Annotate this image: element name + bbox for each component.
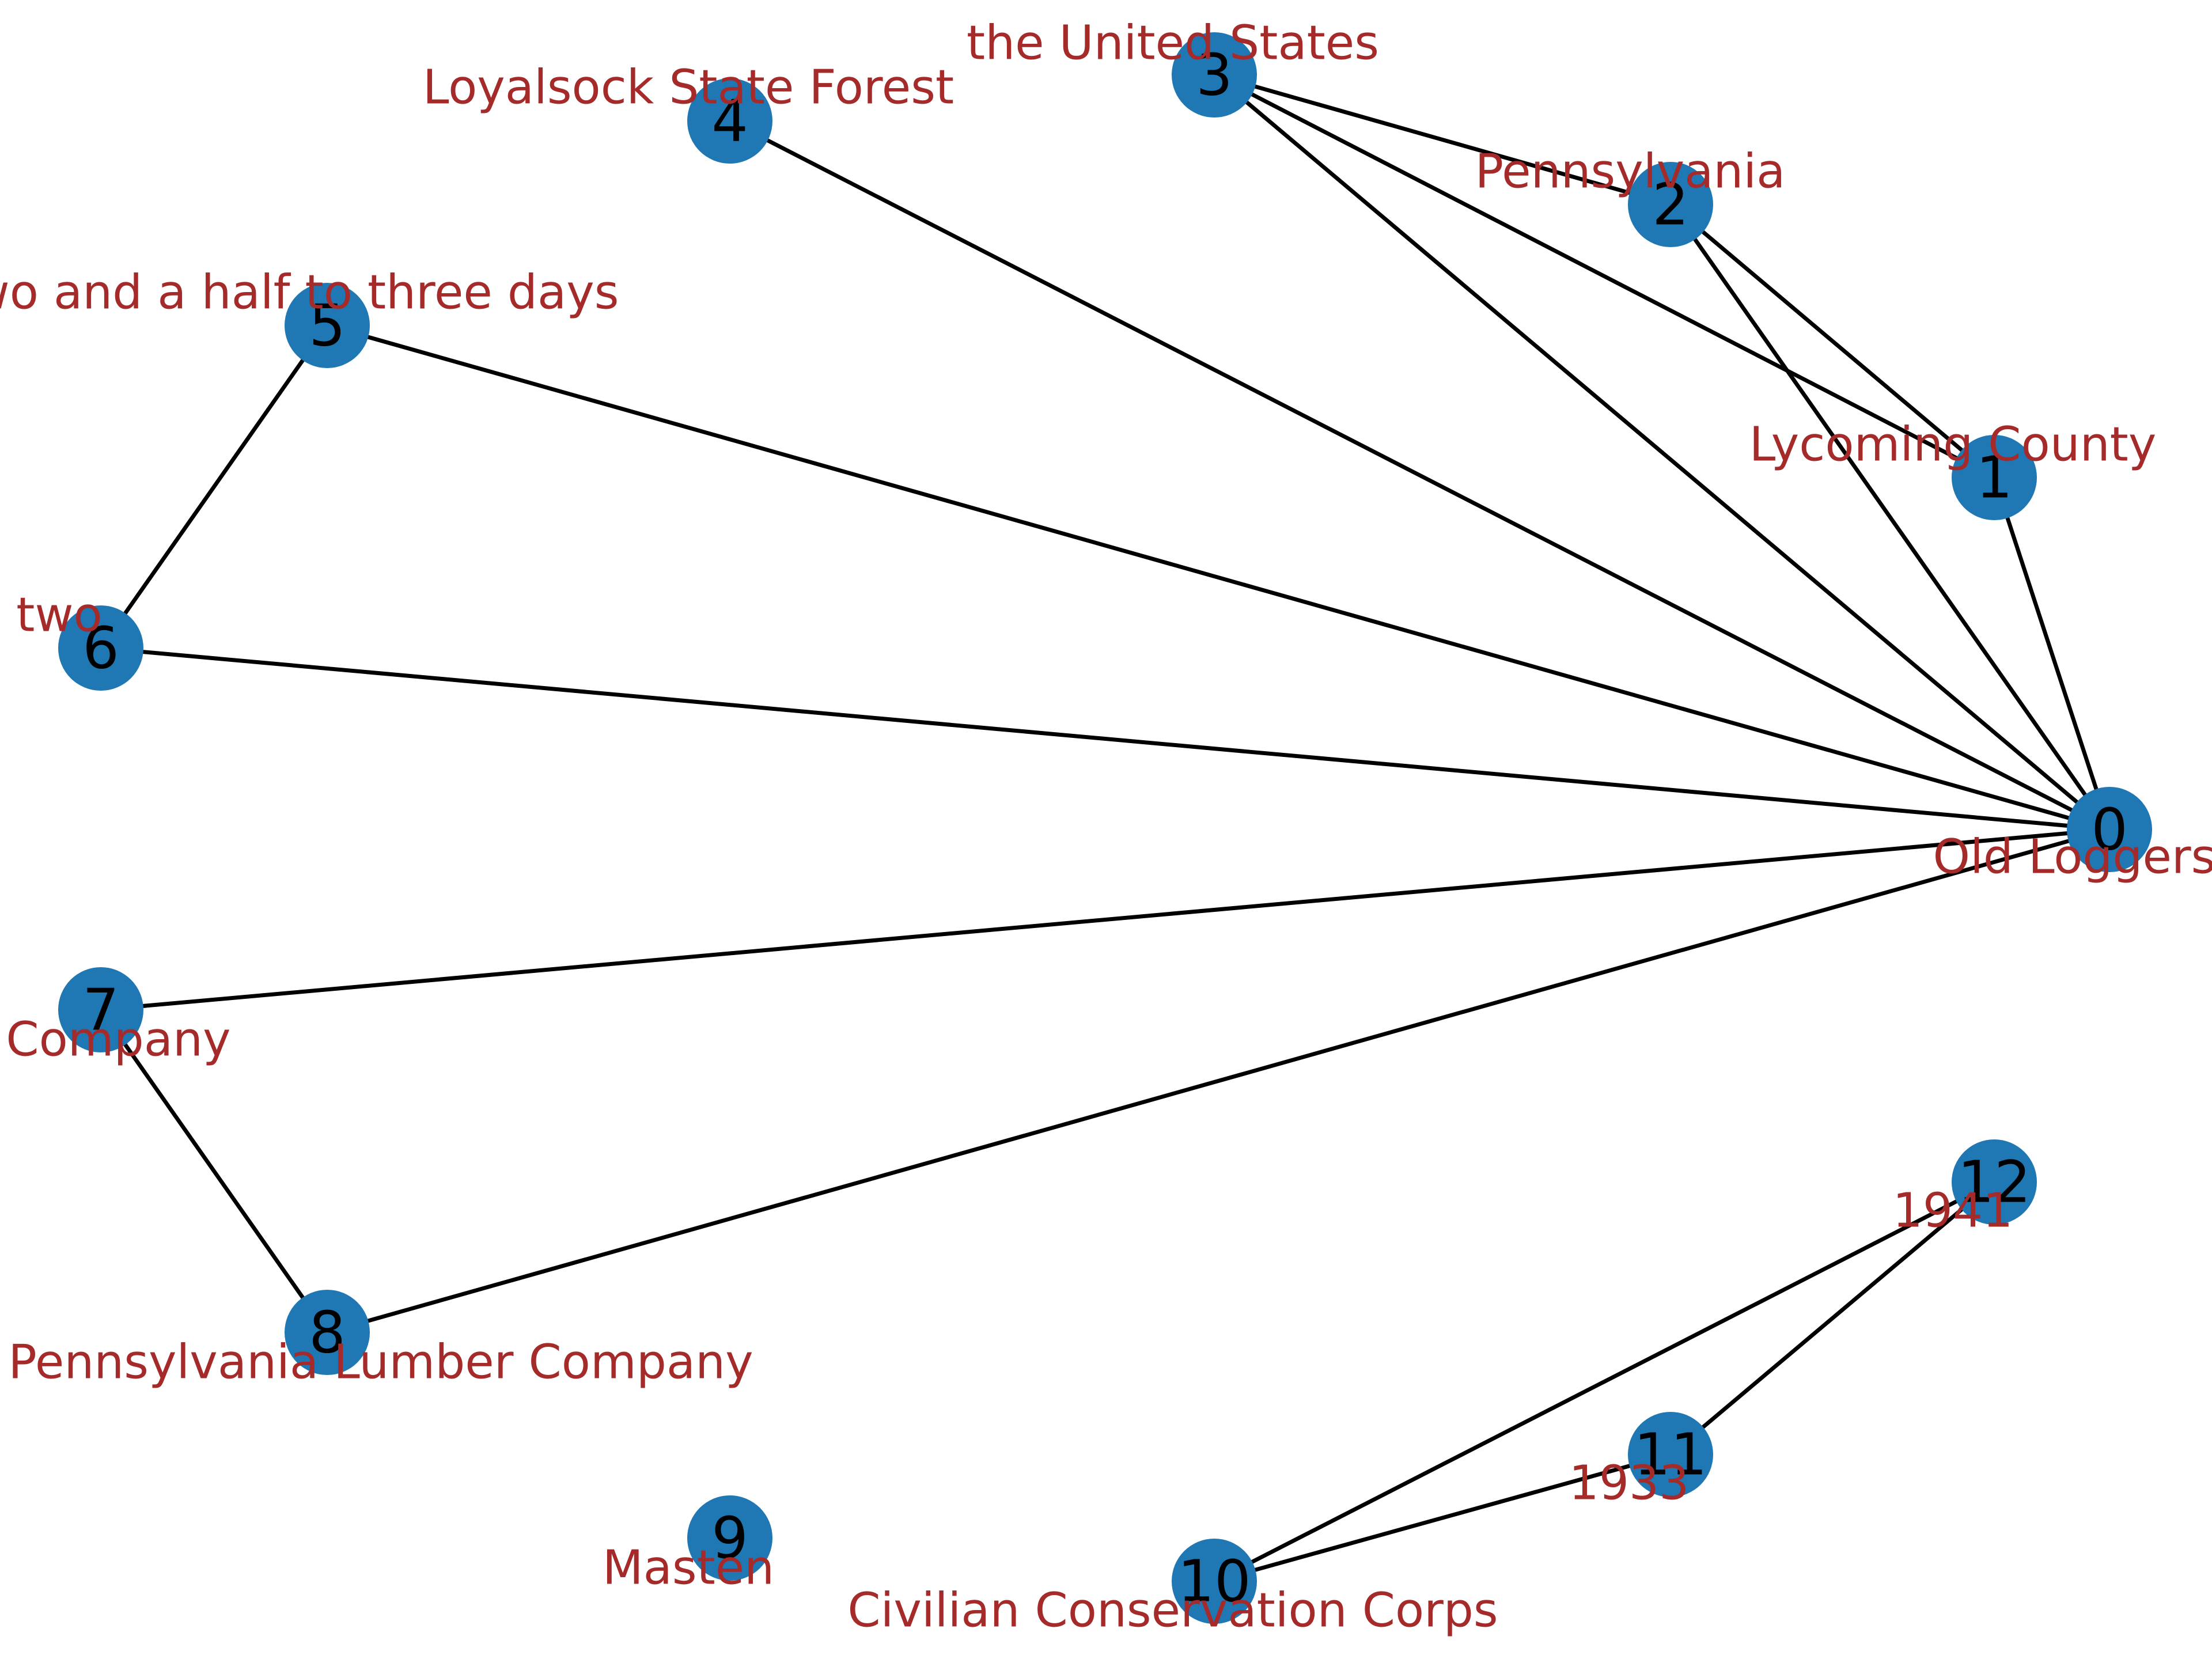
node-0[interactable] [2067,787,2152,872]
node-id-10: 10 [1177,1548,1251,1615]
edge-0-3 [1213,73,2111,831]
node-id-7: 7 [82,976,119,1044]
node-6[interactable] [58,605,143,691]
edge-1-2 [1669,203,1996,479]
edge-2-3 [1214,73,1671,207]
edges-layer [99,73,2112,1584]
node-id-4: 4 [711,88,748,155]
edge-0-8 [327,827,2110,1335]
edge-0-4 [729,119,2111,832]
labels-layer: Old Loggers Pa Lycoming County Pennsylvani… [0,16,2212,1638]
node-id-0: 0 [2091,796,2128,863]
node-4[interactable] [687,78,772,164]
edge-10-11 [1214,1452,1671,1584]
node-id-11: 11 [1634,1421,1707,1488]
node-id-9: 9 [711,1505,748,1572]
edge-0-7 [100,827,2110,1012]
node-label-2: Pennsylvania [1475,145,1786,199]
node-7[interactable] [58,967,143,1052]
node-id-12: 12 [1957,1149,2031,1216]
node-label-10: Civilian Conservation Corps [847,1584,1498,1638]
node-id-2: 2 [1652,171,1689,238]
node-label-9: Masten [603,1541,774,1596]
node-12[interactable] [1952,1139,2037,1225]
node-label-11: 1933 [1569,1456,1690,1511]
edge-10-12 [1213,1180,1995,1584]
node-label-0: Old Loggers Pa [1933,830,2212,885]
edge-0-5 [327,323,2110,832]
edge-5-6 [99,324,329,650]
node-label-6: two [16,588,102,643]
node-label-7: ning Company [0,1013,230,1067]
edge-0-1 [1992,476,2112,831]
node-label-1: Lycoming County [1749,418,2157,472]
node-label-8: Pennsylvania Lumber Company [8,1335,753,1390]
node-9[interactable] [687,1495,772,1581]
edge-1-3 [1213,73,1995,480]
node-label-5: two and a half to three days [0,266,619,320]
node-label-12: 1941 [1893,1184,2013,1238]
node-11[interactable] [1628,1412,1713,1497]
node-id-8: 8 [309,1299,346,1366]
node-label-4: Loyalsock State Forest [423,60,954,115]
edge-0-6 [100,646,2110,832]
node-id-1: 1 [1976,444,2013,512]
node-10[interactable] [1172,1539,1257,1624]
node-5[interactable] [285,283,370,368]
node-id-3: 3 [1196,41,1233,109]
node-8[interactable] [285,1290,370,1375]
node-1[interactable] [1952,435,2037,520]
node-id-6: 6 [82,615,119,682]
node-3[interactable] [1172,32,1257,118]
node-label-3: the United States [967,16,1379,71]
edge-7-8 [99,1008,329,1334]
edge-0-2 [1669,203,2111,831]
edge-11-12 [1669,1180,1996,1456]
node-id-5: 5 [309,292,346,359]
node-2[interactable] [1628,162,1713,247]
